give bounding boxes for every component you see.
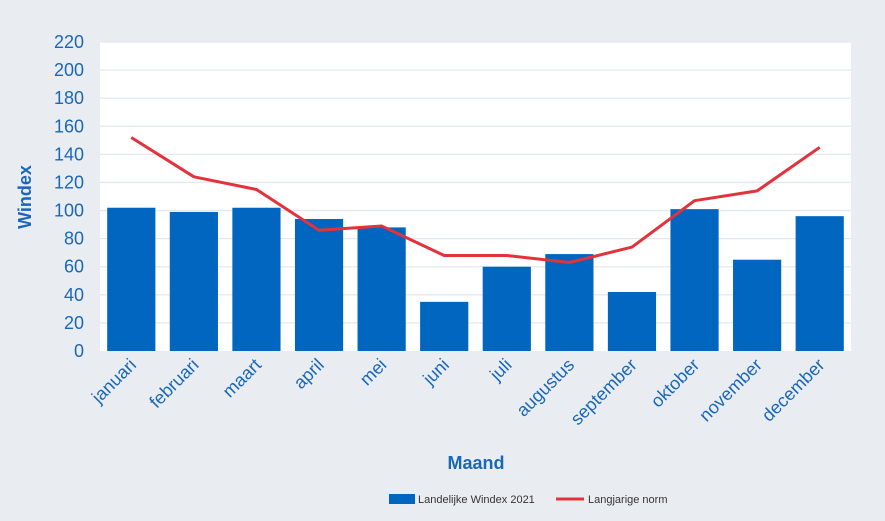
x-tick-label: oktober — [647, 355, 704, 412]
y-axis-title: Windex — [15, 165, 35, 229]
bar-maart — [232, 207, 281, 351]
bar-augustus — [545, 254, 594, 351]
bar-februari — [169, 211, 218, 351]
y-tick-label: 120 — [54, 172, 84, 192]
y-tick-label: 40 — [64, 285, 84, 305]
bar-december — [795, 216, 844, 351]
x-axis-title: Maand — [447, 453, 504, 473]
x-tick-label: augustus — [512, 355, 578, 421]
gridlines — [100, 41, 851, 324]
norm-line — [130, 136, 821, 264]
x-tick-label: september — [567, 355, 641, 429]
y-tick-label: 140 — [54, 144, 84, 164]
bar-mei — [357, 227, 406, 351]
bar-januari — [107, 207, 156, 351]
bar-april — [294, 218, 344, 351]
legend-label-bars: Landelijke Windex 2021 — [418, 494, 535, 506]
y-tick-label: 0 — [74, 341, 84, 361]
x-tick-label: december — [758, 355, 829, 426]
bar-november — [733, 259, 782, 351]
x-tick-label: april — [290, 355, 328, 393]
bar-juni — [420, 301, 469, 351]
y-tick-label: 200 — [54, 60, 84, 80]
legend-label-line: Langjarige norm — [588, 494, 668, 506]
x-tick-label: januari — [87, 355, 140, 408]
legend: Landelijke Windex 2021 Langjarige norm — [389, 494, 668, 506]
bar-series — [107, 207, 844, 351]
x-axis-ticks: januari februari maart april mei juni juliaugu… — [87, 355, 828, 429]
x-tick-label: mei — [356, 355, 391, 390]
y-tick-label: 180 — [54, 88, 84, 108]
y-tick-label: 220 — [54, 32, 84, 52]
y-axis-ticks: 0 20 40 60 80 100 120 140 160 180 200 220 — [54, 32, 84, 361]
y-tick-label: 80 — [64, 229, 84, 249]
line-series — [130, 136, 821, 264]
bar-oktober — [670, 209, 719, 351]
x-tick-label: juli — [485, 355, 515, 385]
bar-september — [607, 292, 657, 351]
y-tick-label: 100 — [54, 201, 84, 221]
bar-juli — [482, 266, 531, 351]
y-tick-label: 160 — [54, 116, 84, 136]
y-tick-label: 20 — [64, 313, 84, 333]
x-tick-label: maart — [219, 355, 266, 402]
x-tick-label: februari — [145, 355, 202, 412]
x-tick-label: juni — [418, 355, 453, 390]
legend-swatch-bars — [389, 494, 415, 504]
y-tick-label: 60 — [64, 257, 84, 277]
x-tick-label: november — [695, 355, 766, 426]
